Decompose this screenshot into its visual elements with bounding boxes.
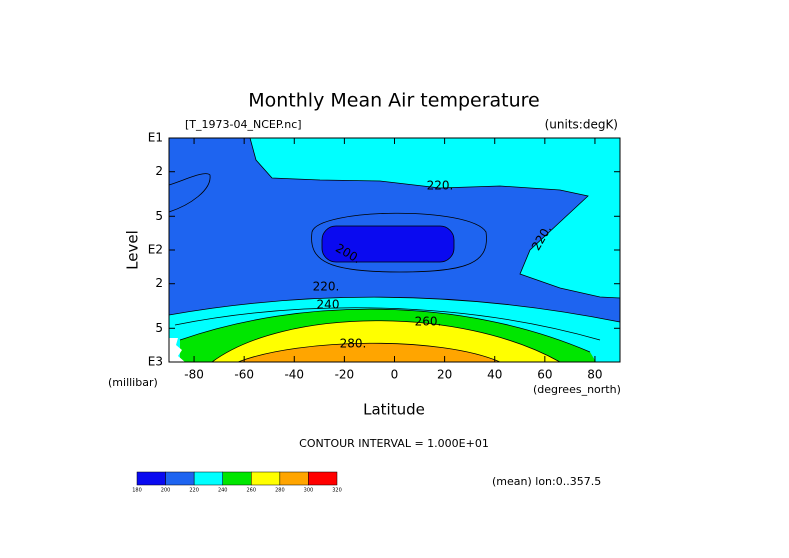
contour-line <box>249 137 621 299</box>
chart-title: Monthly Mean Air temperature <box>248 90 539 112</box>
y-tick-label: E2 <box>148 243 163 257</box>
contour-line <box>321 225 455 263</box>
contour-line <box>168 296 621 323</box>
x-units: (degrees_north) <box>533 383 621 396</box>
x-tick-label: -20 <box>335 368 355 382</box>
contour-fill <box>322 226 454 262</box>
contour-label: 260. <box>415 315 442 329</box>
y-axis-label: Level <box>124 230 142 270</box>
contour-interval: CONTOUR INTERVAL = 1.000E+01 <box>299 437 489 450</box>
note: (mean) lon:0..357.5 <box>492 475 601 488</box>
colorbar-box <box>222 471 252 486</box>
contour-fill <box>250 138 620 298</box>
y-tick-label: E1 <box>148 131 163 145</box>
y-tick-label: 5 <box>155 209 163 223</box>
colorbar-box <box>279 471 309 486</box>
colorbar-label: 180 <box>132 488 142 494</box>
colorbar-label: 280 <box>275 488 285 494</box>
contour-label: 240 <box>317 298 340 312</box>
colorbar-label: 260 <box>247 488 257 494</box>
x-tick-label: -40 <box>284 368 304 382</box>
y-tick-label: 5 <box>155 321 163 335</box>
colorbar-box <box>136 471 166 486</box>
y-tick-label: 2 <box>155 276 163 290</box>
x-axis-label: Latitude <box>363 401 425 419</box>
missing-area <box>169 338 185 362</box>
contour-label: 280. <box>340 337 367 351</box>
colorbar-label: 320 <box>332 488 342 494</box>
colorbar-label: 200 <box>161 488 171 494</box>
colorbar-label: 300 <box>304 488 314 494</box>
x-tick-label: 40 <box>487 368 502 382</box>
x-tick-label: -60 <box>234 368 254 382</box>
contour-fill <box>238 343 500 362</box>
colorbar-label: 220 <box>189 488 199 494</box>
y-tick-label: 2 <box>155 164 163 178</box>
colorbar-box <box>251 471 281 486</box>
y-tick-label: E3 <box>148 355 163 369</box>
contour-label: 220. <box>427 179 454 193</box>
file-label: [T_1973-04_NCEP.nc] <box>185 118 302 131</box>
plot-area <box>168 137 621 363</box>
contour-line <box>174 307 601 341</box>
colorbar-box <box>165 471 195 486</box>
colorbar-label: 240 <box>218 488 228 494</box>
contour-label: 220. <box>313 280 340 294</box>
units-label: (units:degK) <box>545 118 618 132</box>
contour-line <box>179 308 591 353</box>
contour-line <box>168 173 211 213</box>
x-tick-label: 60 <box>537 368 552 382</box>
colorbar-box <box>308 471 338 486</box>
x-tick-label: -80 <box>184 368 204 382</box>
x-tick-label: 0 <box>391 368 399 382</box>
x-tick-label: 20 <box>437 368 452 382</box>
colorbar-box <box>193 471 223 486</box>
y-units: (millibar) <box>108 376 158 389</box>
contour-line <box>237 342 501 363</box>
x-tick-label: 80 <box>587 368 602 382</box>
contour-line <box>211 320 561 363</box>
contour-line <box>311 212 487 273</box>
